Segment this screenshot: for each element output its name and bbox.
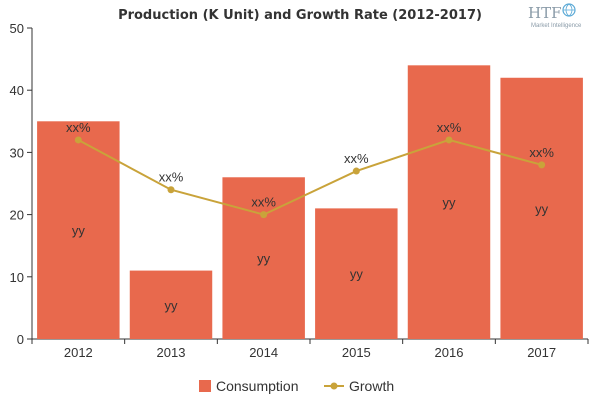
x-tick-label: 2016 (435, 345, 464, 360)
y-tick-label: 0 (17, 332, 24, 347)
y-tick-label: 20 (10, 208, 24, 223)
y-tick-label: 30 (10, 145, 24, 160)
legend-consumption-label: Consumption (216, 378, 299, 394)
growth-point (352, 167, 360, 175)
legend-growth-label: Growth (349, 378, 394, 394)
x-tick-label: 2012 (64, 345, 93, 360)
y-tick-label: 50 (10, 21, 24, 36)
x-tick-label: 2013 (157, 345, 186, 360)
logo: HTF Market Intelligence (528, 3, 582, 29)
y-axis: 0 10 20 30 40 50 (10, 21, 33, 347)
growth-data-label: xx% (437, 120, 462, 135)
bar-data-label: yy (165, 298, 179, 313)
x-tick-label: 2017 (527, 345, 556, 360)
growth-data-label: xx% (251, 195, 276, 210)
growth-data-label: xx% (66, 120, 91, 135)
logo-globe-meridian (563, 3, 575, 17)
bar-data-label: yy (257, 251, 271, 266)
growth-point (167, 186, 175, 194)
x-tick-label: 2014 (249, 345, 278, 360)
bar (315, 208, 398, 339)
chart-title: Production (K Unit) and Growth Rate (201… (118, 8, 482, 23)
growth-line (77, 138, 542, 216)
bar (129, 270, 213, 339)
y-tick-label: 40 (10, 83, 24, 98)
growth-point (260, 211, 268, 219)
legend-consumption-swatch (199, 380, 211, 392)
bar (37, 121, 120, 339)
logo-text: HTF (528, 4, 562, 22)
growth-data-label: xx% (344, 151, 369, 166)
logo-subtext: Market Intelligence (531, 23, 582, 29)
growth-point (74, 136, 82, 144)
y-tick-label: 10 (10, 270, 24, 285)
line-series: xx% xx% xx% xx% xx% xx% (66, 120, 554, 219)
x-tick-label: 2015 (342, 345, 371, 360)
bar-data-label: yy (443, 195, 457, 210)
legend: Consumption Growth (199, 378, 394, 394)
growth-data-label: xx% (529, 145, 554, 160)
bar-data-label: yy (350, 267, 364, 282)
x-axis: 2012 2013 2014 2015 2016 2017 (31, 338, 589, 360)
bar-data-label: yy (535, 201, 549, 216)
bar-data-label: yy (72, 223, 86, 238)
legend-growth-marker (330, 382, 338, 390)
bar-series: yy yy yy yy yy yy (37, 65, 583, 339)
bar (222, 177, 305, 339)
growth-point (445, 136, 453, 144)
bar (407, 65, 491, 339)
bar (500, 77, 583, 339)
growth-point (538, 161, 546, 169)
growth-data-label: xx% (159, 170, 184, 185)
